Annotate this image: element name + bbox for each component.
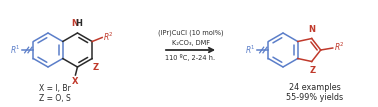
Text: H: H <box>75 19 82 28</box>
Text: 110 ºC, 2-24 h.: 110 ºC, 2-24 h. <box>166 54 215 60</box>
Text: $R^2$: $R^2$ <box>334 40 345 53</box>
Text: N: N <box>308 25 315 33</box>
Text: X = I, Br: X = I, Br <box>39 85 71 94</box>
Text: $R^2$: $R^2$ <box>103 30 114 43</box>
Text: $R^1$: $R^1$ <box>245 43 256 56</box>
Text: $R^1$: $R^1$ <box>11 43 21 56</box>
Text: 55-99% yields: 55-99% yields <box>287 92 344 102</box>
Text: K₂CO₃, DMF: K₂CO₃, DMF <box>172 40 209 46</box>
Text: Z = O, S: Z = O, S <box>39 94 71 103</box>
Text: Z: Z <box>93 62 99 71</box>
Text: (IPr)CuCl (10 mol%): (IPr)CuCl (10 mol%) <box>158 30 223 36</box>
Text: 24 examples: 24 examples <box>289 82 341 91</box>
Text: X: X <box>72 77 79 86</box>
Text: Z: Z <box>310 65 316 74</box>
Text: N: N <box>71 19 78 28</box>
